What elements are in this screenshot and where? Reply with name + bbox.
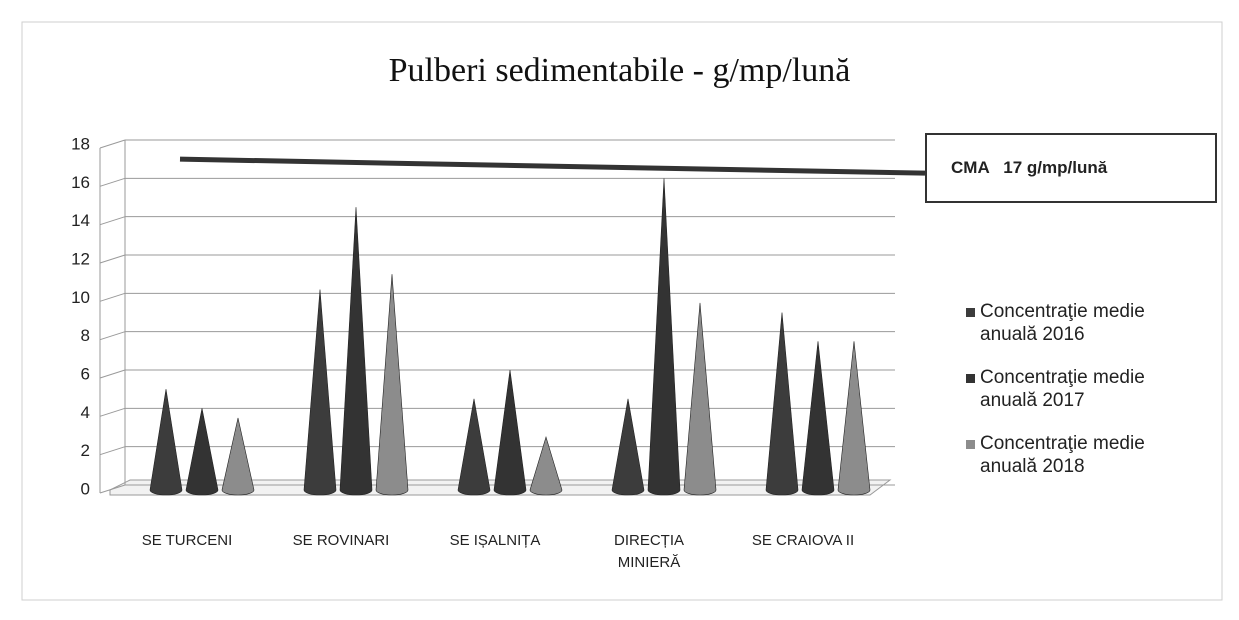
y-tick-label: 18 [71, 134, 90, 153]
legend-swatch [966, 308, 975, 317]
cone [185, 408, 219, 496]
x-tick-label: SE ROVINARI [292, 532, 390, 549]
x-tick-label: SE CRAIOVA II [751, 532, 855, 549]
cone [149, 389, 183, 496]
x-tick-label: DIRECȚIA MINIERĂ [613, 532, 684, 571]
chart-title: Pulberi sedimentabile - g/mp/lună [388, 52, 851, 89]
cone [221, 417, 255, 496]
y-tick-label: 10 [71, 288, 90, 307]
cone [339, 207, 373, 496]
y-tick-label: 16 [71, 173, 90, 192]
axis-tick [99, 369, 126, 379]
x-tick-label: SE TURCENI [141, 532, 233, 549]
axis-tick [99, 407, 126, 417]
chart-frame [21, 21, 1223, 601]
legend-swatch [966, 374, 975, 383]
cone [457, 398, 491, 496]
cone [493, 369, 527, 496]
axis-tick [99, 216, 126, 226]
legend-label: Concentraţie medie anuală 2017 [980, 367, 1145, 411]
legend-entry: Concentraţie medie anuală 2016 [966, 300, 1180, 346]
cone [837, 341, 871, 496]
y-tick-label: 2 [81, 441, 90, 460]
axis-tick [99, 484, 126, 494]
y-tick-label: 8 [81, 326, 90, 345]
cone [529, 436, 563, 496]
axis-tick [99, 254, 126, 264]
x-tick-label: SE IȘALNIȚA [449, 532, 541, 549]
axis-tick [99, 292, 126, 302]
y-tick-label: 4 [81, 403, 90, 422]
legend-entry: Concentraţie medie anuală 2018 [966, 432, 1180, 478]
cone [765, 312, 799, 496]
y-tick-label: 12 [71, 249, 90, 268]
legend-entry: Concentraţie medie anuală 2017 [966, 366, 1180, 412]
cone [647, 178, 681, 496]
cone [683, 302, 717, 496]
axis-tick [99, 177, 126, 187]
legend-label: Concentraţie medie anuală 2018 [980, 433, 1145, 477]
cone [303, 289, 337, 496]
y-tick-label: 14 [71, 211, 90, 230]
legend-label: Concentraţie medie anuală 2016 [980, 301, 1145, 345]
cone [611, 398, 645, 496]
reference-label: CMA 17 g/mp/lună [925, 133, 1217, 203]
reference-line [179, 156, 926, 176]
cone [801, 341, 835, 496]
cone [375, 274, 409, 496]
legend-swatch [966, 440, 975, 449]
axis-tick [99, 331, 126, 341]
y-tick-label: 0 [81, 479, 90, 498]
axis-tick [99, 139, 126, 149]
y-tick-label: 6 [81, 364, 90, 383]
axis-tick [99, 446, 126, 456]
